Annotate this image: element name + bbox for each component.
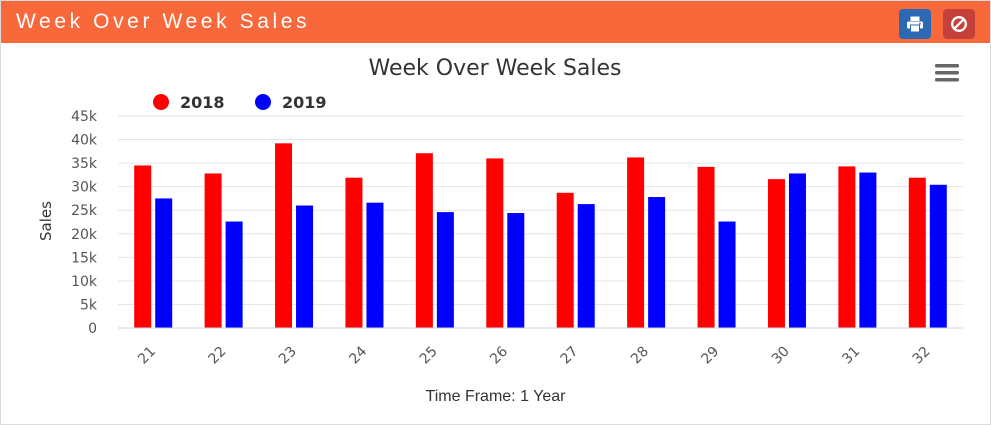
y-tick-label: 40k xyxy=(71,133,98,149)
bar-2018-week-32 xyxy=(908,177,926,328)
sales-bar-chart: Week Over Week Sales 0 5k 10k 15k 20k 25k 30k 3… xyxy=(37,56,963,368)
ban-icon xyxy=(951,16,967,32)
x-tick-label: 26 xyxy=(487,343,511,367)
chart-title: Week Over Week Sales xyxy=(369,56,622,81)
bar-2019-week-30 xyxy=(788,173,806,328)
legend: 2018 2019 xyxy=(141,93,336,117)
bar-2019-week-24 xyxy=(366,202,384,328)
y-tick-label: 25k xyxy=(71,203,98,219)
y-tick-label: 30k xyxy=(71,180,98,196)
bar-2018-week-29 xyxy=(697,166,715,328)
x-tick-label: 29 xyxy=(698,344,722,368)
y-tick-label: 10k xyxy=(71,274,98,290)
bar-2018-week-24 xyxy=(345,177,363,328)
x-tick-label: 32 xyxy=(910,344,934,368)
bar-2019-week-23 xyxy=(296,205,314,328)
cancel-button[interactable] xyxy=(943,9,975,39)
x-tick-label: 25 xyxy=(417,344,441,368)
bar-2018-week-30 xyxy=(767,179,785,328)
y-tick-label: 45k xyxy=(71,109,98,125)
bar-2018-week-28 xyxy=(627,157,645,328)
bar-2018-week-26 xyxy=(486,158,504,328)
bar-2018-week-22 xyxy=(204,173,222,328)
grid-lines xyxy=(118,115,963,305)
bar-2019-week-25 xyxy=(436,212,454,328)
y-axis-label: Sales xyxy=(37,201,55,241)
y-tick-label: 0 xyxy=(88,321,97,337)
legend-marker-2018 xyxy=(153,94,169,110)
y-tick-label: 5k xyxy=(80,297,98,313)
bar-2019-week-21 xyxy=(155,198,173,328)
x-tick-label: 24 xyxy=(346,343,370,367)
x-tick-label: 22 xyxy=(206,344,230,368)
x-axis: 21 22 23 24 25 26 27 28 29 30 31 32 xyxy=(118,327,963,368)
x-tick-label: 30 xyxy=(769,344,793,368)
panel-header: Week Over Week Sales xyxy=(1,1,990,43)
bar-2018-week-23 xyxy=(275,143,293,328)
bars xyxy=(134,143,947,328)
bar-2018-week-25 xyxy=(415,153,433,328)
bar-2018-week-31 xyxy=(838,166,856,328)
x-tick-label: 31 xyxy=(839,344,863,368)
y-axis: 0 5k 10k 15k 20k 25k 30k 35k 40k 45k xyxy=(71,109,98,337)
bar-2019-week-29 xyxy=(718,221,736,328)
bar-2019-week-31 xyxy=(859,172,877,328)
x-tick-label: 27 xyxy=(558,344,582,368)
x-tick-label: 28 xyxy=(628,344,652,368)
legend-label-2018: 2018 xyxy=(180,93,225,112)
legend-marker-2019 xyxy=(255,94,271,110)
printer-icon xyxy=(907,16,923,33)
bar-2019-week-26 xyxy=(507,213,525,328)
y-tick-label: 15k xyxy=(71,250,98,266)
bar-2018-week-21 xyxy=(134,165,152,328)
bar-2019-week-27 xyxy=(577,204,595,328)
time-frame-label: Time Frame: 1 Year xyxy=(425,388,566,405)
print-button[interactable] xyxy=(899,9,931,39)
panel-title: Week Over Week Sales xyxy=(16,10,311,33)
bar-2019-week-22 xyxy=(225,221,243,328)
y-tick-label: 35k xyxy=(71,156,98,172)
bar-2018-week-27 xyxy=(556,192,574,328)
hamburger-menu-icon[interactable] xyxy=(931,61,963,87)
x-tick-label: 21 xyxy=(135,344,159,368)
bar-2019-week-28 xyxy=(648,197,666,328)
y-tick-label: 20k xyxy=(71,227,98,243)
legend-label-2019: 2019 xyxy=(282,93,327,112)
bar-2019-week-32 xyxy=(929,184,947,328)
x-tick-label: 23 xyxy=(276,344,300,368)
